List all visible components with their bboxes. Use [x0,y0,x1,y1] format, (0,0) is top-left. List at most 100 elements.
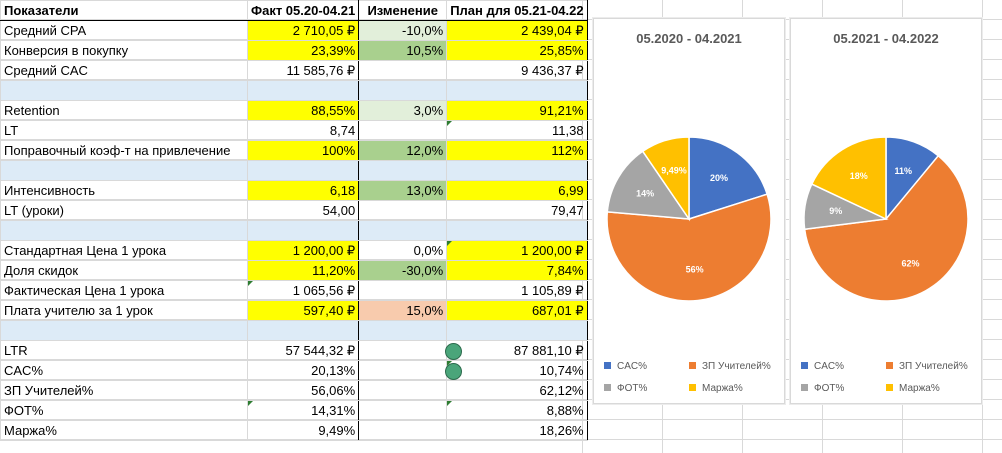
change-value-cell[interactable]: -10,0% [358,20,448,41]
plan-value-cell[interactable]: 1 200,00 ₽ [446,240,588,261]
table-row: LTR 57 544,32 ₽ 87 881,10 ₽ [0,340,588,361]
pie-slice-marzha[interactable] [810,136,887,221]
change-value-cell[interactable] [358,340,448,361]
plan-value-cell[interactable] [446,160,588,181]
change-value-cell[interactable]: 0,0% [358,240,448,261]
row-label-cell[interactable] [0,220,248,241]
change-value-cell[interactable]: 10,5% [358,40,448,61]
header-cell-fact[interactable]: Факт 05.20-04.21 [246,0,360,21]
fact-value-cell[interactable]: 23,39% [246,40,360,61]
pie-chart-2020[interactable]: 05.2020 - 04.2021 20% 56% 14% 9,49% CAC% ЗП… [593,18,785,404]
fact-value-cell[interactable]: 2 710,05 ₽ [246,20,360,41]
plan-value-cell[interactable]: 11,38 [446,120,588,141]
plan-value-cell[interactable]: 687,01 ₽ [446,300,588,321]
plan-value-cell[interactable]: 8,88% [446,400,588,421]
row-label-cell[interactable]: Доля скидок [0,260,248,281]
row-label-cell[interactable] [0,80,248,101]
fact-value-cell[interactable] [246,80,360,101]
row-label-cell[interactable]: Средний CPA [0,20,248,41]
row-label-cell[interactable]: CAC% [0,360,248,381]
row-label-cell[interactable]: LT [0,120,248,141]
change-value-cell[interactable]: -30,0% [358,260,448,281]
plan-value-cell[interactable]: 62,12% [446,380,588,401]
header-cell-indicators[interactable]: Показатели [0,0,248,21]
legend-label: ФОТ% [814,383,845,394]
plan-value-cell[interactable] [446,320,588,341]
change-value-cell[interactable]: 12,0% [358,140,448,161]
row-label-cell[interactable]: Интенсивность [0,180,248,201]
fact-value-cell[interactable]: 88,55% [246,100,360,121]
fact-value-cell[interactable]: 597,40 ₽ [246,300,360,321]
plan-value-cell[interactable]: 18,26% [446,420,588,441]
row-label-cell[interactable]: Поправочный коэф-т на привлечение [0,140,248,161]
fact-value-cell[interactable] [246,160,360,181]
plan-value-cell[interactable]: 2 439,04 ₽ [446,20,588,41]
plan-value-cell[interactable]: 112% [446,140,588,161]
row-label-cell[interactable] [0,160,248,181]
pie-slice-marzha[interactable] [641,136,690,222]
row-label-cell[interactable]: ЗП Учителей% [0,380,248,401]
plan-value-cell[interactable]: 7,84% [446,260,588,281]
change-value-cell[interactable] [358,120,448,141]
plan-value-cell[interactable]: 91,21% [446,100,588,121]
row-label-cell[interactable]: ФОТ% [0,400,248,421]
fact-value-cell[interactable]: 9,49% [246,420,360,441]
fact-value-cell[interactable] [246,220,360,241]
fact-value-cell[interactable]: 56,06% [246,380,360,401]
fact-value-cell[interactable]: 100% [246,140,360,161]
pie-slice-zp[interactable] [606,193,772,302]
plan-value-cell[interactable]: 10,74% [446,360,588,381]
change-value-cell[interactable] [358,280,448,301]
change-value-cell[interactable] [358,60,448,81]
change-value-cell[interactable] [358,380,448,401]
fact-value-cell[interactable]: 20,13% [246,360,360,381]
fact-value-cell[interactable]: 14,31% [246,400,360,421]
plan-value-cell[interactable]: 87 881,10 ₽ [446,340,588,361]
fact-value-cell[interactable]: 54,00 [246,200,360,221]
plan-value-cell[interactable]: 1 105,89 ₽ [446,280,588,301]
row-label-cell[interactable]: Плата учителю за 1 урок [0,300,248,321]
change-value-cell[interactable]: 3,0% [358,100,448,121]
plan-value-cell[interactable]: 9 436,37 ₽ [446,60,588,81]
row-label-cell[interactable]: Фактическая Цена 1 урока [0,280,248,301]
row-label-cell[interactable]: LT (уроки) [0,200,248,221]
pie-chart-2021[interactable]: 05.2021 - 04.2022 11% 62% 9% 18% CAC% ЗП Уч… [790,18,982,404]
change-value-cell[interactable] [358,360,448,381]
row-label-cell[interactable] [0,320,248,341]
change-value-cell[interactable] [358,220,448,241]
change-value-cell[interactable] [358,160,448,181]
fact-value-cell[interactable]: 8,74 [246,120,360,141]
pie-slice-zp[interactable] [803,154,969,302]
fact-value-cell[interactable]: 1 065,56 ₽ [246,280,360,301]
change-value-cell[interactable] [358,400,448,421]
header-cell-plan[interactable]: План для 05.21-04.22 [446,0,588,21]
plan-value-cell[interactable]: 79,47 [446,200,588,221]
row-label-cell[interactable]: Маржа% [0,420,248,441]
pie-slice-fot[interactable] [606,150,691,220]
row-label-cell[interactable]: LTR [0,340,248,361]
row-label-cell[interactable]: Retention [0,100,248,121]
change-value-cell[interactable] [358,80,448,101]
change-value-cell[interactable] [358,320,448,341]
pie-slice-cac[interactable] [688,136,769,221]
change-value-cell[interactable] [358,200,448,221]
change-value-cell[interactable]: 13,0% [358,180,448,201]
fact-value-cell[interactable]: 6,18 [246,180,360,201]
data-label: 14% [636,188,654,198]
header-cell-change[interactable]: Изменение [358,0,448,21]
plan-value-cell[interactable] [446,220,588,241]
row-label-cell[interactable]: Стандартная Цена 1 урока [0,240,248,261]
status-dot-icon [445,363,462,380]
plan-value-cell[interactable]: 25,85% [446,40,588,61]
fact-value-cell[interactable]: 11 585,76 ₽ [246,60,360,81]
plan-value-cell[interactable]: 6,99 [446,180,588,201]
row-label-cell[interactable]: Конверсия в покупку [0,40,248,61]
fact-value-cell[interactable] [246,320,360,341]
fact-value-cell[interactable]: 57 544,32 ₽ [246,340,360,361]
change-value-cell[interactable] [358,420,448,441]
row-label-cell[interactable]: Средний CAC [0,60,248,81]
fact-value-cell[interactable]: 1 200,00 ₽ [246,240,360,261]
fact-value-cell[interactable]: 11,20% [246,260,360,281]
change-value-cell[interactable]: 15,0% [358,300,448,321]
plan-value-cell[interactable] [446,80,588,101]
